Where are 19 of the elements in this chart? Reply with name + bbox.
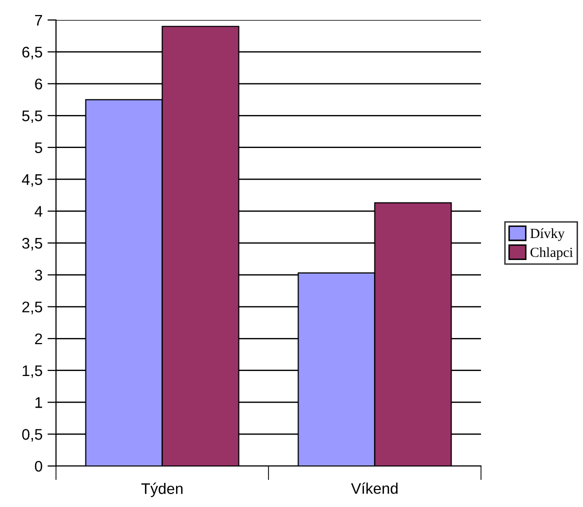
x-tick-label: Týden [141, 482, 182, 498]
y-tick-label: 4,5 [22, 174, 42, 187]
legend-label: Dívky [530, 228, 565, 241]
y-tick-label: 4 [34, 206, 42, 217]
y-tick-label: 3,5 [22, 238, 42, 250]
y-tick-label: 1,5 [22, 365, 42, 378]
y-tick-label: 0 [34, 460, 42, 472]
y-tick-label: 3 [34, 270, 42, 281]
y-tick-label: 5 [34, 142, 42, 154]
y-tick-label: 6 [35, 78, 42, 90]
y-tick-label: 1 [35, 397, 42, 408]
y-tick-label: 6,5 [22, 46, 42, 60]
y-tick-label: 7 [35, 15, 42, 26]
y-tick-label: 5,5 [22, 110, 42, 124]
y-tick-label: 2,5 [22, 302, 42, 314]
legend-label: Chlapci [530, 247, 573, 260]
y-tick-label: 2 [35, 333, 42, 344]
x-tick-label: Víkend [351, 482, 398, 494]
y-tick-label: 0,5 [22, 429, 42, 442]
